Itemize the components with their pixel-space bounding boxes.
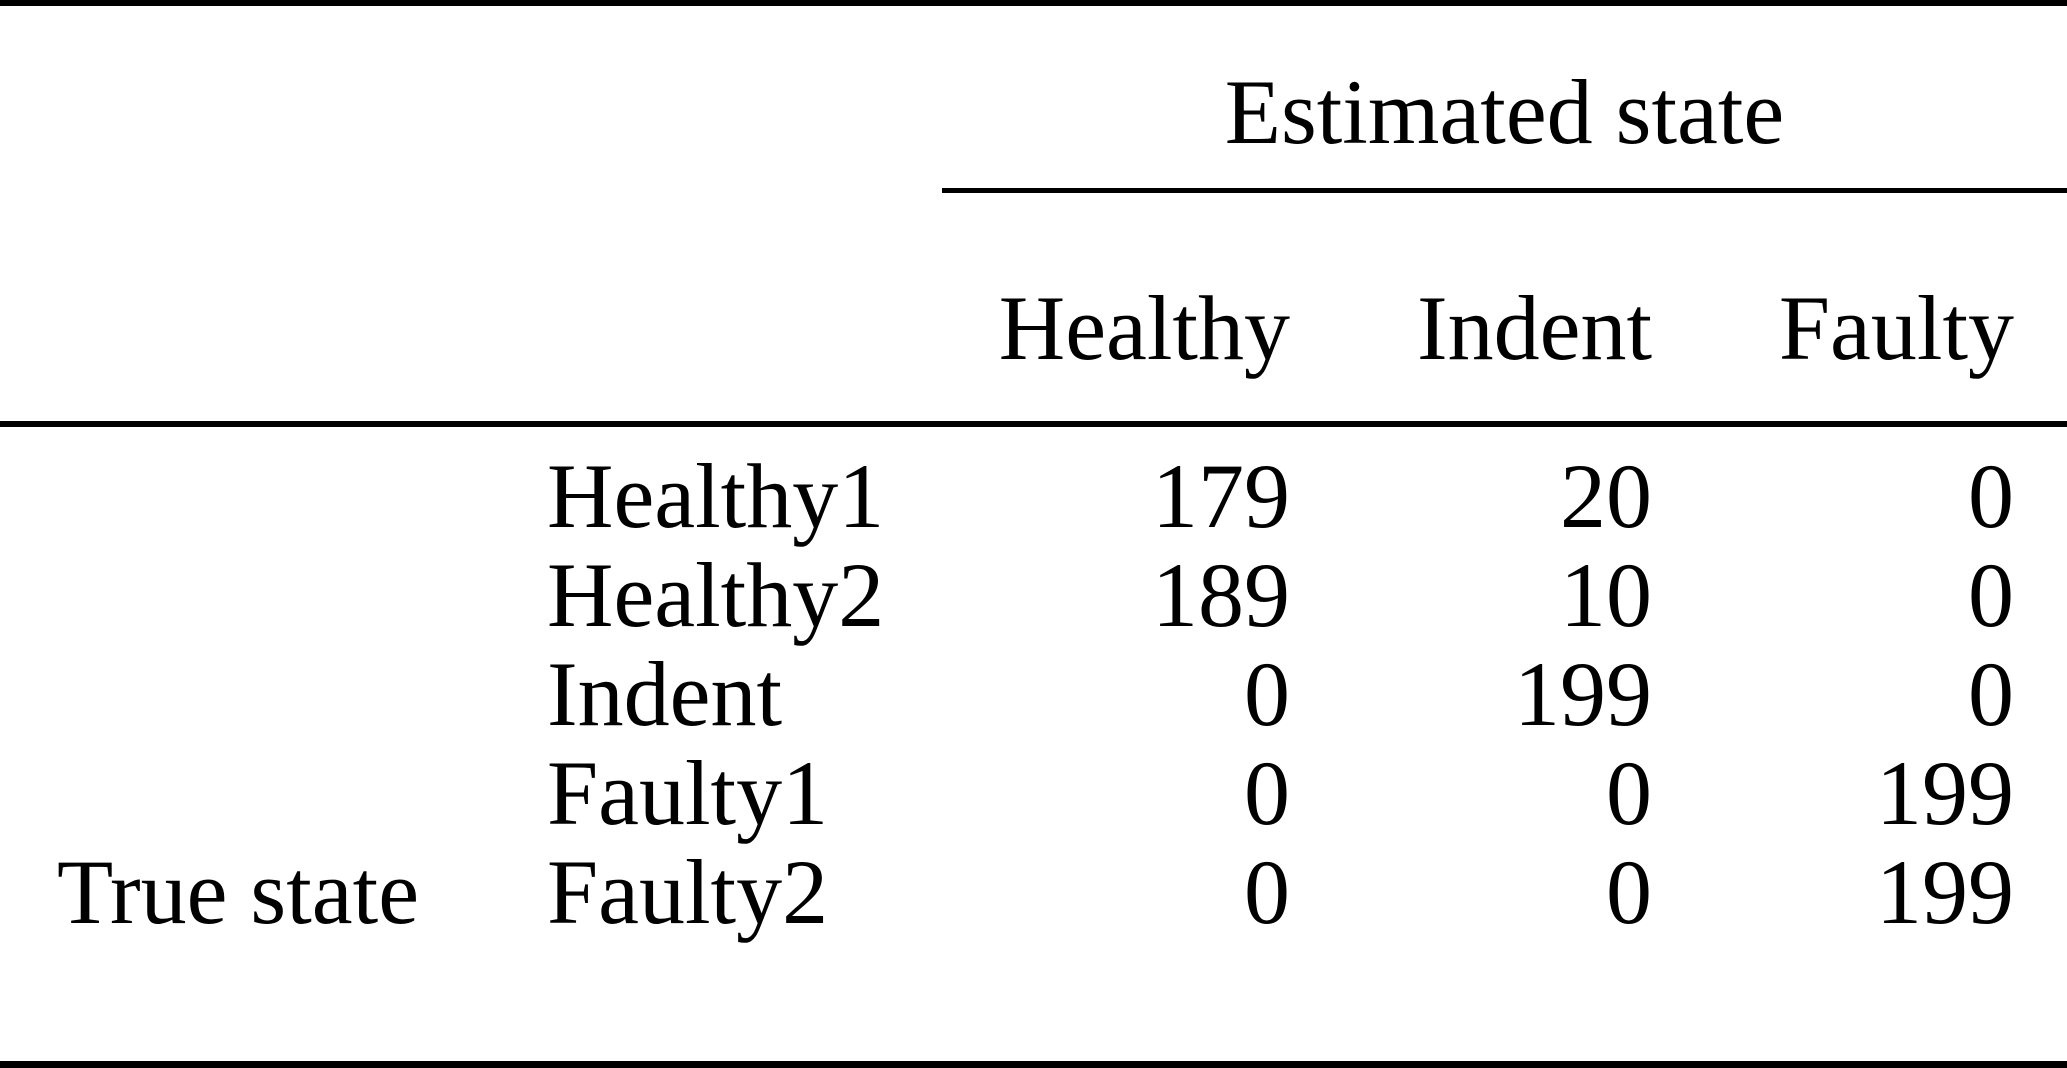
cell-value: 0: [1244, 742, 1290, 844]
cell-value: 0: [1606, 841, 1652, 943]
row-label: Healthy1: [547, 445, 885, 547]
column-header-faulty: Faulty: [1677, 193, 2067, 427]
empty-cell: [0, 193, 520, 427]
cell-value: 179: [1152, 445, 1290, 547]
cell-value: 0: [1244, 841, 1290, 943]
table-row-faulty1: Faulty1 0 0 199: [0, 744, 2067, 843]
cell-value: 20: [1560, 445, 1652, 547]
spacer-row: [0, 942, 2067, 1061]
row-label: Indent: [547, 643, 783, 745]
cell-value: 199: [1514, 643, 1652, 745]
cell-value: 10: [1560, 544, 1652, 646]
table-row-healthy1: True state Healthy1 179 20 0: [0, 427, 2067, 938]
cell-value: 0: [1968, 643, 2015, 745]
row-label: Faulty2: [547, 841, 829, 943]
cell-value: 0: [1244, 643, 1290, 745]
cell-value: 199: [1876, 742, 2015, 844]
cell-value: 0: [1968, 445, 2015, 547]
cell-value: 199: [1876, 841, 2015, 943]
table-row-faulty2: Faulty2 0 0 199: [0, 843, 2067, 942]
column-header-healthy: Healthy: [942, 193, 1318, 427]
table-row-healthy2: Healthy2 189 10 0: [0, 546, 2067, 645]
empty-cell: [0, 942, 2067, 1061]
cell-value: 0: [1606, 742, 1652, 844]
empty-cell: [520, 193, 942, 427]
column-header-indent: Indent: [1318, 193, 1677, 427]
table-row-indent: Indent 0 199 0: [0, 645, 2067, 744]
empty-cell: [520, 6, 942, 193]
row-group-header: True state: [57, 841, 420, 943]
cell-value: 189: [1152, 544, 1290, 646]
empty-cell: [0, 6, 520, 193]
column-group-header: Estimated state: [942, 6, 2067, 193]
column-group-header-row: Estimated state: [0, 6, 2067, 193]
row-label: Healthy2: [547, 544, 885, 646]
row-label: Faulty1: [547, 742, 829, 844]
column-header-row: Healthy Indent Faulty: [0, 193, 2067, 427]
cell-value: 0: [1968, 544, 2015, 646]
